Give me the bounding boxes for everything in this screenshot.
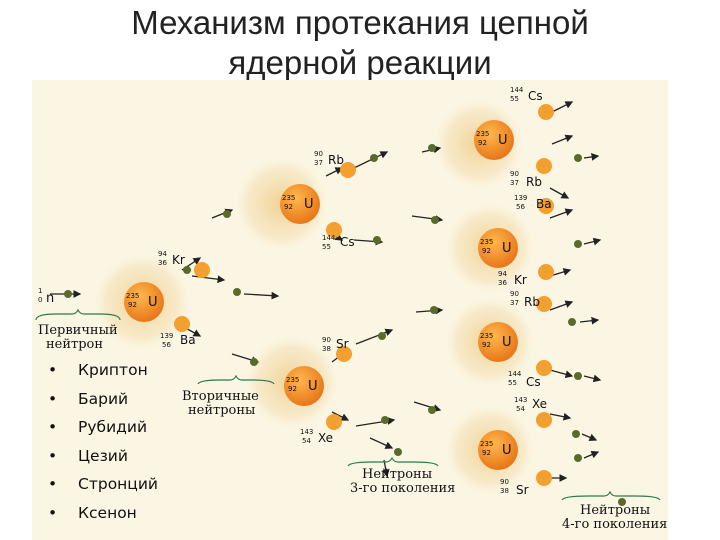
- caption-third-1: Нейтроны: [362, 467, 432, 482]
- caption-third-2: 3-го поколения: [350, 481, 455, 496]
- uranium-nuclei: [124, 120, 518, 470]
- svg-text:143: 143: [514, 396, 527, 404]
- svg-text:Ba: Ba: [180, 333, 196, 347]
- svg-text:37: 37: [510, 299, 519, 307]
- list-item: Цезий: [40, 442, 158, 471]
- svg-text:U: U: [304, 197, 314, 212]
- svg-text:235: 235: [480, 332, 493, 340]
- uranium-nucleus-6: [478, 322, 518, 362]
- svg-text:235: 235: [480, 238, 493, 246]
- caption-primary-2: нейтрон: [46, 337, 103, 352]
- svg-text:90: 90: [314, 150, 323, 158]
- svg-text:90: 90: [510, 290, 519, 298]
- caption-fourth-1: Нейтроны: [580, 503, 650, 518]
- svg-text:90: 90: [500, 478, 509, 486]
- list-item: Криптон: [40, 356, 158, 385]
- uranium-nucleus-1: [124, 282, 164, 322]
- svg-text:Cs: Cs: [340, 235, 355, 249]
- svg-text:235: 235: [126, 292, 139, 300]
- svg-text:38: 38: [322, 345, 331, 353]
- svg-text:U: U: [502, 443, 512, 458]
- svg-text:Rb: Rb: [526, 175, 542, 189]
- svg-text:56: 56: [516, 203, 525, 211]
- uranium-nucleus-2: [280, 184, 320, 224]
- svg-text:55: 55: [322, 243, 331, 251]
- primary-neutron-label: 1 0 n: [38, 287, 54, 306]
- svg-text:Cs: Cs: [526, 375, 541, 389]
- page-title-line-2: ядерной реакции: [228, 44, 492, 81]
- svg-text:54: 54: [302, 437, 311, 445]
- svg-text:U: U: [148, 295, 158, 310]
- svg-text:144: 144: [508, 370, 522, 378]
- uranium-nucleus-5: [478, 228, 518, 268]
- svg-text:235: 235: [282, 194, 295, 202]
- list-item: Ксенон: [40, 499, 158, 528]
- svg-text:U: U: [498, 133, 508, 148]
- svg-text:36: 36: [158, 259, 167, 267]
- svg-text:0: 0: [38, 296, 42, 304]
- svg-text:143: 143: [300, 428, 313, 436]
- uranium-nucleus-3: [284, 366, 324, 406]
- caption-primary-1: Первичный: [38, 323, 118, 338]
- svg-text:Kr: Kr: [172, 253, 185, 267]
- svg-text:55: 55: [510, 95, 519, 103]
- svg-text:92: 92: [482, 449, 491, 457]
- svg-text:90: 90: [322, 336, 331, 344]
- list-item: Рубидий: [40, 413, 158, 442]
- svg-text:92: 92: [482, 247, 491, 255]
- element-list: Криптон Барий Рубидий Цезий Стронций Ксе…: [40, 356, 158, 528]
- svg-text:144: 144: [322, 234, 336, 242]
- svg-text:235: 235: [480, 440, 493, 448]
- page-title-line-1: Механизм протекания цепной: [131, 4, 589, 41]
- svg-text:Kr: Kr: [514, 273, 527, 287]
- svg-text:94: 94: [158, 250, 167, 258]
- svg-text:94: 94: [498, 270, 507, 278]
- list-item: Барий: [40, 385, 158, 414]
- svg-text:37: 37: [314, 159, 323, 167]
- caption-secondary-1: Вторичные: [182, 389, 259, 404]
- svg-text:92: 92: [482, 341, 491, 349]
- svg-text:55: 55: [508, 379, 517, 387]
- svg-text:Xe: Xe: [318, 431, 333, 445]
- svg-text:56: 56: [162, 341, 171, 349]
- caption-secondary-2: нейтроны: [188, 403, 255, 418]
- svg-text:92: 92: [128, 301, 137, 309]
- svg-text:37: 37: [510, 179, 519, 187]
- svg-text:Sr: Sr: [516, 483, 529, 497]
- svg-text:Cs: Cs: [528, 89, 543, 103]
- list-item: Стронций: [40, 470, 158, 499]
- uranium-nucleus-4: [474, 120, 514, 160]
- svg-text:139: 139: [514, 194, 527, 202]
- fragments: [174, 104, 554, 486]
- svg-text:36: 36: [498, 279, 507, 287]
- uranium-nucleus-7: [478, 430, 518, 470]
- svg-text:Ba: Ba: [536, 197, 552, 211]
- svg-text:1: 1: [38, 287, 42, 295]
- svg-text:Xe: Xe: [532, 397, 547, 411]
- svg-text:U: U: [502, 335, 512, 350]
- svg-text:92: 92: [288, 385, 297, 393]
- svg-text:139: 139: [160, 332, 173, 340]
- svg-text:54: 54: [516, 405, 525, 413]
- svg-text:U: U: [308, 379, 318, 394]
- svg-text:235: 235: [286, 376, 299, 384]
- svg-text:235: 235: [476, 130, 489, 138]
- svg-text:38: 38: [500, 487, 509, 495]
- svg-text:n: n: [46, 291, 54, 306]
- svg-text:92: 92: [478, 139, 487, 147]
- svg-text:Rb: Rb: [524, 295, 540, 309]
- caption-fourth-2: 4-го поколения: [562, 517, 667, 532]
- svg-text:Sr: Sr: [336, 337, 349, 351]
- svg-text:U: U: [502, 241, 512, 256]
- captions: Первичный нейтрон Вторичные нейтроны Ней…: [35, 308, 667, 532]
- svg-text:144: 144: [510, 86, 524, 94]
- svg-text:Rb: Rb: [328, 153, 344, 167]
- neutrons: [64, 144, 626, 506]
- svg-text:90: 90: [510, 170, 519, 178]
- svg-text:92: 92: [284, 203, 293, 211]
